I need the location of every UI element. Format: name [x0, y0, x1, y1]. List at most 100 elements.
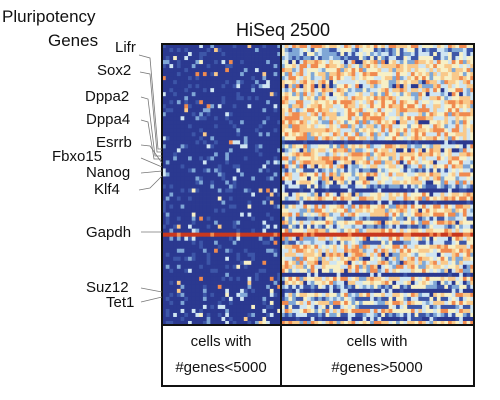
- heatmap-high-cell: [444, 144, 449, 149]
- heatmap-low-cell: [277, 204, 282, 209]
- heatmap-high-cell: [370, 100, 375, 105]
- heatmap-high-cell: [459, 60, 464, 65]
- heatmap-high-cell: [321, 104, 326, 109]
- heatmap-low-cell: [232, 48, 237, 53]
- heatmap-high-cell: [329, 140, 334, 145]
- heatmap-low-cell: [251, 56, 256, 61]
- heatmap-high-cell: [433, 116, 438, 121]
- heatmap-low-cell: [184, 84, 189, 89]
- heatmap-low-cell: [251, 284, 256, 290]
- heatmap-high-cell: [433, 76, 438, 81]
- heatmap-low-cell: [165, 252, 170, 258]
- heatmap-low-cell: [176, 232, 181, 238]
- heatmap-high-cell: [403, 224, 408, 230]
- heatmap-high-cell: [422, 208, 427, 213]
- heatmap-low-cell: [240, 84, 245, 89]
- heatmap-high-cell: [381, 84, 386, 89]
- heatmap-high-cell: [392, 184, 397, 189]
- heatmap-low-cell: [210, 232, 215, 238]
- heatmap-low-cell: [191, 132, 196, 137]
- heatmap-high-cell: [396, 72, 401, 77]
- heatmap-low-cell: [269, 220, 274, 226]
- heatmap-high-cell: [288, 180, 293, 185]
- heatmap-high-cell: [366, 228, 371, 234]
- heatmap-low-cell: [199, 60, 204, 65]
- heatmap-high-cell: [451, 244, 456, 250]
- heatmap-high-cell: [295, 216, 300, 222]
- heatmap-low-cell: [258, 208, 263, 213]
- heatmap-low-cell: [202, 316, 208, 322]
- heatmap-high-cell: [347, 160, 352, 165]
- heatmap-high-cell: [288, 184, 293, 189]
- heatmap-high-cell: [373, 196, 378, 201]
- heatmap-high-cell: [318, 148, 323, 153]
- heatmap-low-cell: [162, 192, 167, 197]
- heatmap-high-cell: [462, 84, 467, 89]
- heatmap-high-cell: [392, 224, 397, 230]
- heatmap-low-cell: [162, 108, 167, 113]
- heatmap-low-cell: [214, 112, 219, 117]
- heatmap-high-cell: [373, 148, 378, 153]
- heatmap-low-cell: [214, 216, 219, 222]
- heatmap-high-cell: [358, 116, 364, 121]
- heatmap-high-cell: [433, 108, 438, 113]
- heatmap-low-cell: [232, 104, 237, 109]
- heatmap-high-cell: [399, 172, 404, 177]
- heatmap-high-cell: [370, 88, 375, 93]
- heatmap-low-cell: [258, 192, 263, 197]
- heatmap-low-cell: [176, 248, 181, 254]
- heatmap-high-cell: [373, 164, 378, 169]
- heatmap-low-cell: [262, 284, 267, 290]
- heatmap-high-cell: [448, 136, 453, 141]
- heatmap-high-cell: [436, 108, 441, 113]
- heatmap-high-cell: [403, 240, 408, 246]
- heatmap-high-cell: [355, 48, 360, 53]
- heatmap-high-cell: [436, 212, 441, 218]
- heatmap-low-cell: [251, 272, 256, 278]
- heatmap-high-cell: [306, 188, 312, 193]
- heatmap-high-cell: [373, 64, 378, 69]
- heatmap-low-cell: [191, 260, 196, 266]
- heatmap-high-cell: [422, 228, 427, 234]
- heatmap-high-cell: [466, 248, 471, 254]
- heatmap-high-cell: [314, 236, 319, 242]
- heatmap-low-cell: [188, 84, 193, 89]
- heatmap-low-cell: [195, 280, 200, 286]
- heatmap-high-cell: [388, 192, 393, 197]
- heatmap-high-cell: [384, 48, 390, 53]
- heatmap-high-cell: [436, 220, 441, 226]
- heatmap-high-cell: [444, 84, 449, 89]
- heatmap-low-cell: [210, 128, 215, 133]
- heatmap-high-cell: [392, 56, 397, 61]
- heatmap-low-cell: [269, 100, 274, 105]
- heatmap-low-cell: [266, 276, 271, 282]
- heatmap-high-cell: [351, 196, 356, 201]
- heatmap-low-cell: [210, 156, 215, 161]
- heatmap-low-cell: [254, 128, 260, 133]
- heatmap-high-cell: [299, 140, 304, 145]
- heatmap-high-cell: [362, 216, 367, 222]
- heatmap-low-cell: [277, 256, 282, 262]
- heatmap-high-cell: [422, 192, 427, 197]
- heatmap-low-cell: [221, 180, 226, 185]
- heatmap-low-cell: [199, 152, 204, 157]
- heatmap-high-cell: [310, 68, 315, 73]
- heatmap-high-cell: [321, 100, 326, 105]
- heatmap-low-cell: [221, 252, 226, 258]
- heatmap-high-cell: [425, 152, 430, 157]
- heatmap-high-cell: [448, 196, 453, 201]
- heatmap-high-cell: [440, 92, 445, 97]
- heatmap-high-cell: [462, 192, 467, 197]
- heatmap-high-cell: [455, 60, 460, 65]
- heatmap-low-cell: [251, 140, 256, 145]
- heatmap-high-cell: [355, 128, 360, 133]
- heatmap-high-cell: [321, 60, 326, 65]
- heatmap-high-cell: [418, 172, 423, 177]
- heatmap-high-cell: [403, 96, 408, 101]
- heatmap-low-cell: [262, 264, 267, 270]
- heatmap-high-cell: [459, 192, 464, 197]
- heatmap-low-cell: [247, 48, 252, 53]
- heatmap-high-cell: [329, 156, 334, 161]
- heatmap-low-cell: [232, 160, 237, 165]
- heatmap-high-cell: [325, 92, 330, 97]
